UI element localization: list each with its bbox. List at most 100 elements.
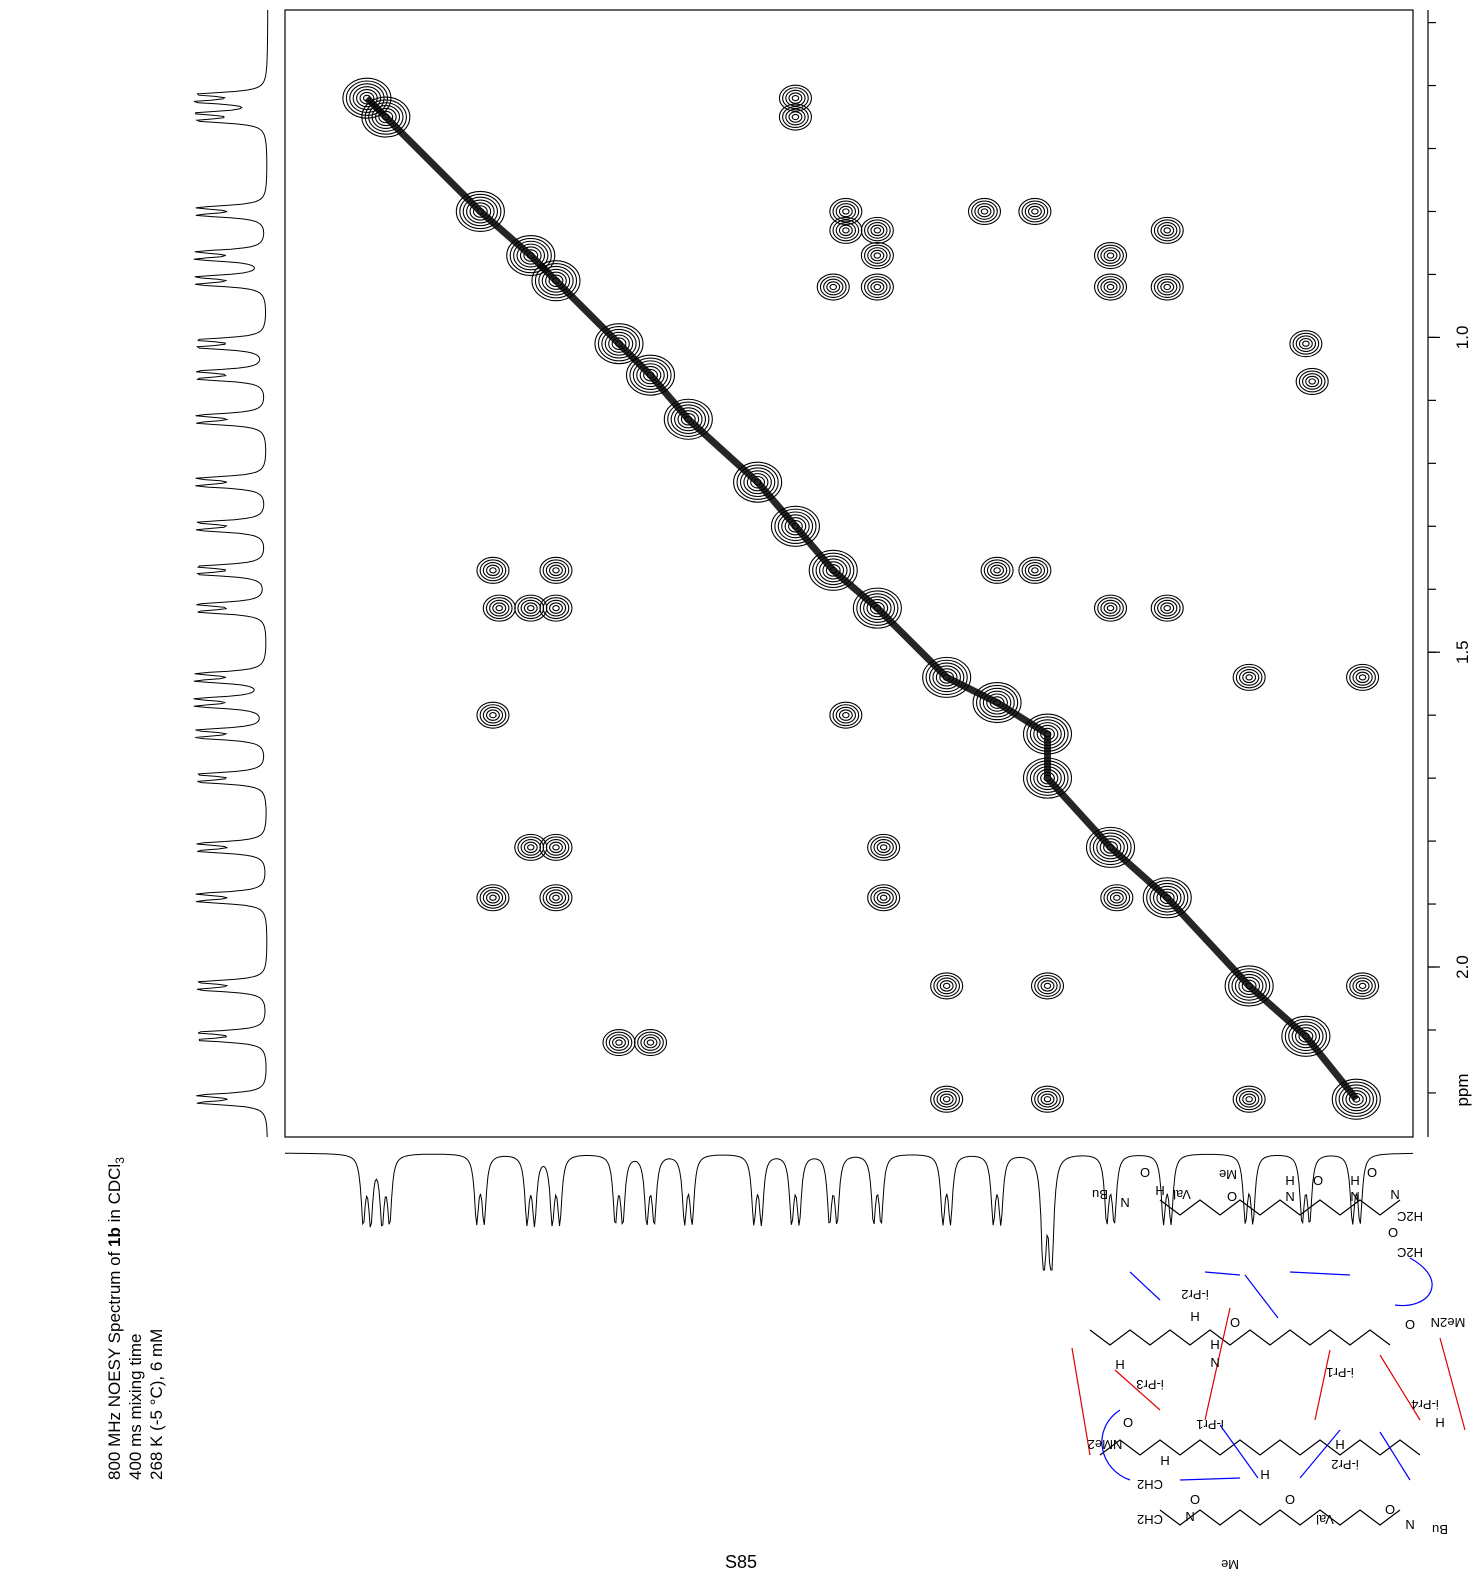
contour-level xyxy=(527,604,535,612)
contour-peak xyxy=(361,96,411,138)
contour-level xyxy=(1241,979,1257,993)
contour-level xyxy=(979,687,1015,718)
contour-level xyxy=(1103,602,1118,614)
contour-level xyxy=(1345,1090,1368,1109)
contour-level xyxy=(516,243,546,268)
contour-level xyxy=(455,190,505,233)
contour-level xyxy=(552,567,560,574)
atom-label: H xyxy=(1210,1337,1219,1352)
arrow xyxy=(1219,1424,1259,1479)
contour-level xyxy=(476,701,510,729)
contour-peak xyxy=(514,833,548,861)
contour-level xyxy=(684,415,693,423)
contour-level xyxy=(1245,982,1254,990)
bond xyxy=(1159,1509,1401,1526)
contour-level xyxy=(928,662,965,693)
contour-level xyxy=(1346,663,1380,691)
atom-label: O xyxy=(1227,1189,1237,1204)
contour-level xyxy=(1099,838,1122,857)
contour-level xyxy=(864,276,891,298)
contour-level xyxy=(980,556,1014,584)
contour-level xyxy=(482,706,504,724)
contour-level xyxy=(1238,976,1260,996)
atom-label: H xyxy=(1160,1453,1169,1468)
contour-level xyxy=(1245,674,1253,681)
contour-peak xyxy=(476,556,510,584)
contour-level xyxy=(876,841,891,854)
contour-peak xyxy=(922,656,972,698)
atom-label: H xyxy=(1155,1183,1164,1198)
contour-peak xyxy=(1295,367,1329,396)
f2-projection xyxy=(285,1152,1413,1271)
contour-level xyxy=(539,556,573,584)
contour-peak xyxy=(1224,965,1274,1007)
contour-level xyxy=(939,1093,954,1105)
atom-label: H xyxy=(1435,1415,1444,1430)
contour-level xyxy=(829,566,838,574)
contour-level xyxy=(526,252,535,259)
atom-label: O xyxy=(1190,1492,1200,1507)
contour-level xyxy=(552,844,560,851)
contour-level xyxy=(1100,247,1121,264)
atom-label: O xyxy=(1385,1502,1395,1517)
contour-level xyxy=(1292,332,1320,355)
contour-level xyxy=(545,839,567,856)
contour-level xyxy=(639,366,662,385)
contour-level xyxy=(629,357,672,393)
contour-level xyxy=(784,517,807,536)
contour-level xyxy=(542,886,570,909)
contour-level xyxy=(826,281,841,293)
atom-label: O xyxy=(1285,1492,1295,1507)
contour-level xyxy=(1150,273,1184,301)
arrow xyxy=(1314,1349,1331,1421)
contour-peak xyxy=(860,241,894,270)
atom-label: H xyxy=(1260,1467,1269,1482)
caption-part: in CDCl xyxy=(105,1164,124,1227)
contour-level xyxy=(859,593,896,623)
contour-level xyxy=(933,1088,961,1111)
atom-label: N xyxy=(1390,1187,1399,1202)
contour-level xyxy=(785,108,806,126)
atom-label: N xyxy=(1120,1195,1129,1210)
contour-level xyxy=(993,567,1001,574)
contour-level xyxy=(1302,373,1323,390)
contour-level xyxy=(459,193,502,230)
contour-level xyxy=(542,836,570,859)
contour-level xyxy=(476,884,510,912)
contour-level xyxy=(835,706,856,724)
contour-level xyxy=(632,360,669,391)
contour-level xyxy=(942,982,951,990)
contour-peak xyxy=(1018,197,1052,226)
contour-peak xyxy=(1150,273,1184,301)
contour-peak xyxy=(539,884,573,912)
contour-peak xyxy=(816,273,850,301)
contour-level xyxy=(541,268,571,293)
contour-level xyxy=(551,277,560,285)
contour-level xyxy=(812,552,855,589)
contour-level xyxy=(608,334,630,353)
contour-level xyxy=(1284,1018,1327,1054)
contour-level xyxy=(1358,674,1367,681)
arrow xyxy=(1129,1271,1161,1301)
contour-level xyxy=(842,208,850,215)
contour-level xyxy=(782,106,809,128)
caption-line: 800 MHz NOESY Spectrum of 1b in CDCl3 xyxy=(105,1157,127,1480)
contour-level xyxy=(1034,974,1061,997)
caption-line: 400 ms mixing time xyxy=(126,1334,145,1480)
contour-level xyxy=(1109,891,1124,904)
contour-level xyxy=(822,561,845,580)
atom-label: H xyxy=(1350,1173,1359,1188)
contour-level xyxy=(925,659,968,696)
contour-level xyxy=(1103,886,1131,909)
contour-peak xyxy=(1100,884,1134,912)
contour-level xyxy=(479,886,507,909)
contour-level xyxy=(538,265,574,296)
contour-peak xyxy=(930,1085,964,1113)
contour-level xyxy=(489,894,497,901)
contour-level xyxy=(523,602,538,614)
caption: 800 MHz NOESY Spectrum of 1b in CDCl3 40… xyxy=(105,1157,166,1480)
contour-level xyxy=(1026,716,1069,752)
contour-level xyxy=(646,1039,655,1046)
contour-peak xyxy=(539,833,573,861)
